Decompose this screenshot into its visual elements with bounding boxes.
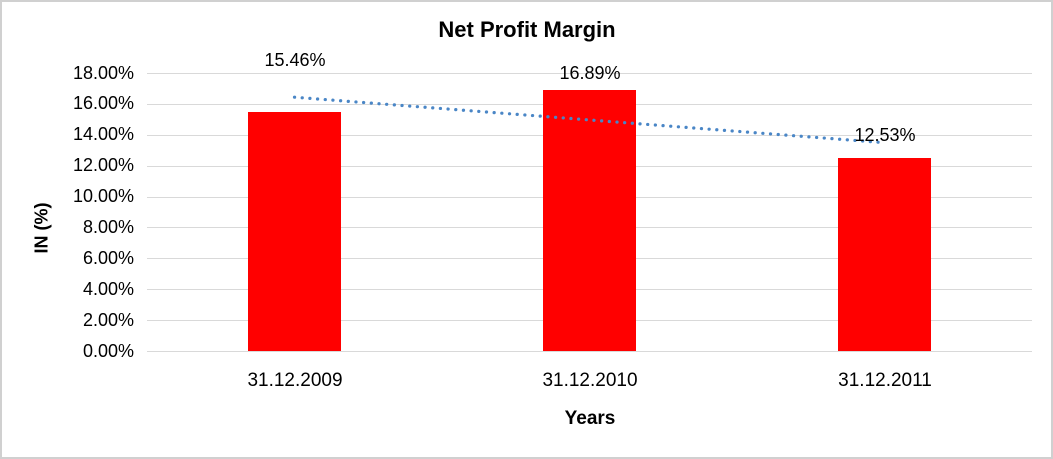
bar-31.12.2011 bbox=[838, 157, 931, 351]
gridline bbox=[147, 351, 1032, 352]
data-label: 12.53% bbox=[854, 125, 916, 145]
gridline bbox=[147, 73, 1032, 74]
data-label: 16.89% bbox=[559, 63, 621, 83]
y-tick-label: 4.00% bbox=[82, 279, 134, 299]
chart-title: Net Profit Margin bbox=[438, 17, 616, 42]
x-axis-title: Years bbox=[564, 408, 616, 429]
bar-31.12.2010 bbox=[543, 90, 636, 351]
y-tick-label: 6.00% bbox=[82, 248, 134, 268]
y-tick-label: 8.00% bbox=[82, 217, 134, 237]
x-tick-label: 31.12.2011 bbox=[838, 370, 932, 391]
y-tick-label: 18.00% bbox=[72, 63, 134, 83]
y-tick-label: 16.00% bbox=[72, 93, 134, 113]
bar-31.12.2009 bbox=[248, 112, 341, 351]
y-tick-label: 12.00% bbox=[72, 155, 134, 175]
y-tick-label: 2.00% bbox=[82, 310, 134, 330]
trendline bbox=[292, 95, 887, 145]
y-tick-label: 0.00% bbox=[82, 341, 134, 361]
x-tick-label: 31.12.2010 bbox=[542, 370, 638, 391]
trendline-line bbox=[292, 95, 887, 145]
y-tick-label: 14.00% bbox=[72, 124, 134, 144]
x-tick-label: 31.12.2009 bbox=[247, 370, 343, 391]
y-tick-label: 10.00% bbox=[72, 186, 134, 206]
data-label: 15.46% bbox=[264, 50, 326, 70]
plot-area bbox=[147, 73, 1032, 352]
